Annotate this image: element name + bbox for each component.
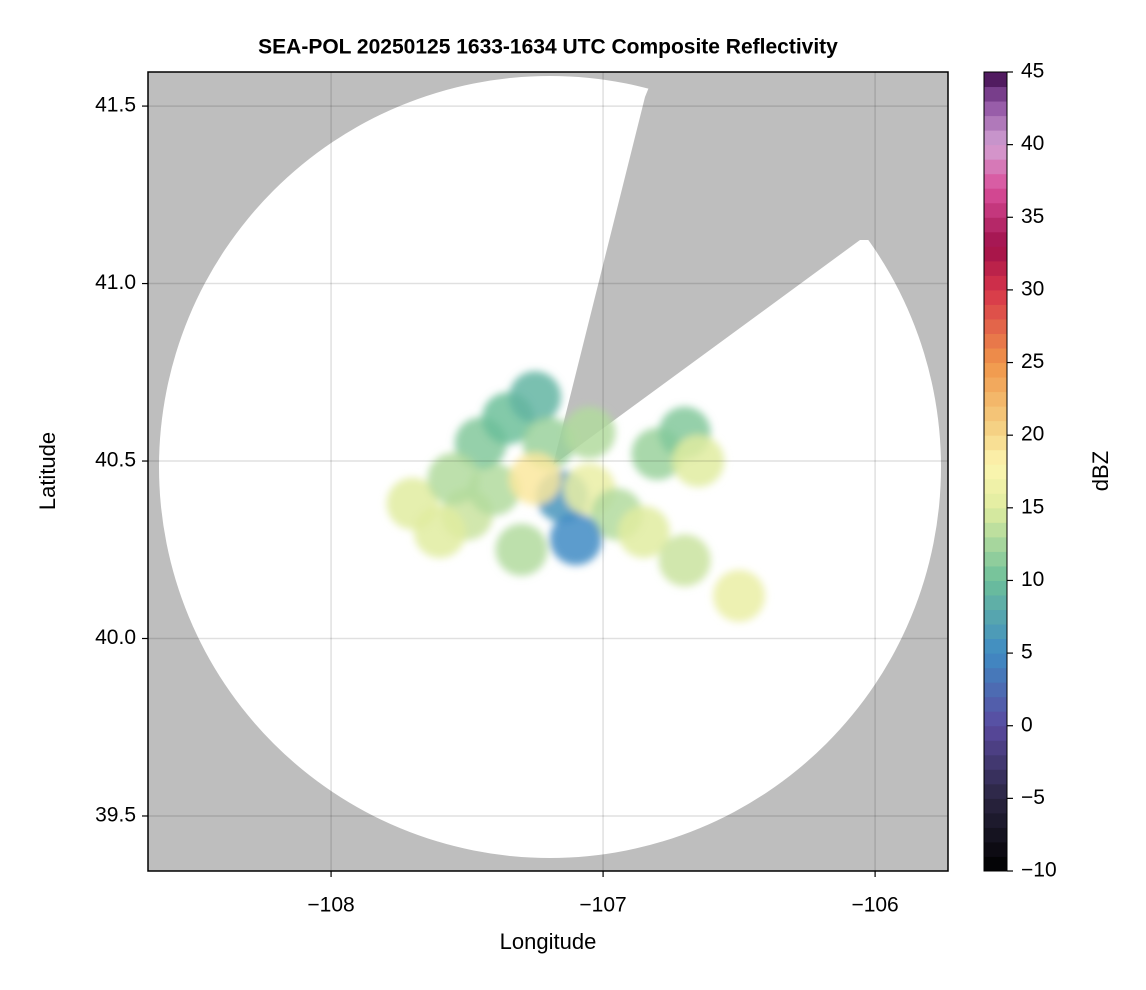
plot-frame [147,71,949,872]
colorbar-step [984,86,1007,102]
colorbar-step [984,624,1007,640]
colorbar-step [984,304,1007,320]
colorbar-step [984,173,1007,189]
x-tick-label: −107 [579,894,626,917]
colorbar-step [984,827,1007,843]
colorbar-step [984,769,1007,785]
y-tick-label: 40.0 [95,626,136,649]
colorbar-step [984,188,1007,204]
colorbar-step [984,435,1007,451]
colorbar-step [984,72,1007,88]
y-tick-label: 41.0 [95,271,136,294]
colorbar-step [984,754,1007,770]
colorbar-step [984,682,1007,698]
y-tick-label: 39.5 [95,804,136,827]
colorbar-step [984,144,1007,160]
colorbar-step [984,812,1007,828]
colorbar-step [984,289,1007,305]
colorbar-tick-label: 30 [1021,277,1044,300]
chart-title: SEA-POL 20250125 1633-1634 UTC Composite… [258,36,838,59]
echo-layer [386,371,766,622]
colorbar-step [984,653,1007,669]
colorbar-step [984,493,1007,509]
colorbar-step [984,217,1007,233]
colorbar-step [984,783,1007,799]
colorbar-tick-label: 10 [1021,568,1044,591]
y-tick-label: 41.5 [95,94,136,117]
colorbar-step [984,115,1007,131]
colorbar-step [984,159,1007,175]
colorbar-label: dBZ [1088,451,1113,491]
colorbar-step [984,507,1007,523]
echo-cell [563,406,616,459]
colorbar-step [984,464,1007,480]
colorbar-step [984,449,1007,465]
colorbar-step [984,391,1007,407]
echo-cell [672,435,725,488]
colorbar-tick-label: 0 [1021,713,1033,736]
colorbar-step [984,711,1007,727]
y-tick-label: 40.5 [95,449,136,472]
colorbar-tick-label: 45 [1021,60,1044,83]
colorbar-step [984,551,1007,567]
echo-cell [427,452,480,505]
colorbar-step [984,275,1007,291]
echo-cell [617,506,670,559]
colorbar-tick-label: 15 [1021,495,1044,518]
echo-cell [713,569,766,622]
colorbar-step [984,841,1007,857]
colorbar-tick-label: 5 [1021,641,1033,664]
colorbar-frame [983,71,1008,872]
colorbar-step [984,856,1007,872]
echo-cell [495,523,548,576]
colorbar-step [984,536,1007,552]
colorbar-step [984,522,1007,538]
colorbar-step [984,333,1007,349]
colorbar-step [984,420,1007,436]
colorbar-step [984,725,1007,741]
colorbar-step [984,130,1007,146]
colorbar-step [984,638,1007,654]
colorbar-step [984,260,1007,276]
y-axis-label: Latitude [35,432,60,510]
colorbar-step [984,667,1007,683]
colorbar-step [984,565,1007,581]
x-tick-label: −108 [307,894,354,917]
echo-cell [386,477,439,530]
colorbar-tick-label: 25 [1021,350,1044,373]
echo-cell [658,534,711,587]
colorbar-step [984,362,1007,378]
echo-cell [509,452,562,505]
colorbar-tick-label: 40 [1021,132,1044,155]
colorbar-step [984,696,1007,712]
colorbar-step [984,740,1007,756]
echo-cell [468,463,521,516]
colorbar-tick-label: 35 [1021,205,1044,228]
x-axis-label: Longitude [500,929,597,954]
colorbar-step [984,246,1007,262]
x-tick-label: −106 [851,894,898,917]
colorbar-step [984,609,1007,625]
colorbar-step [984,594,1007,611]
colorbar-step [984,318,1007,334]
echo-cell [509,371,562,424]
echo-cell [549,513,602,566]
grid [148,72,948,871]
colorbar-tick-label: −10 [1021,859,1057,882]
colorbar-step [984,348,1007,364]
colorbar-step [984,406,1007,422]
colorbar-step [984,101,1007,117]
colorbar-step [984,377,1007,393]
colorbar-step [984,478,1007,494]
colorbar-step [984,798,1007,814]
blocked-sector [553,72,948,465]
colorbar-step [984,202,1007,218]
colorbar-tick-label: −5 [1021,786,1045,809]
colorbar-step [984,231,1007,247]
colorbar-step [984,580,1007,596]
colorbar-tick-label: 20 [1021,423,1044,446]
